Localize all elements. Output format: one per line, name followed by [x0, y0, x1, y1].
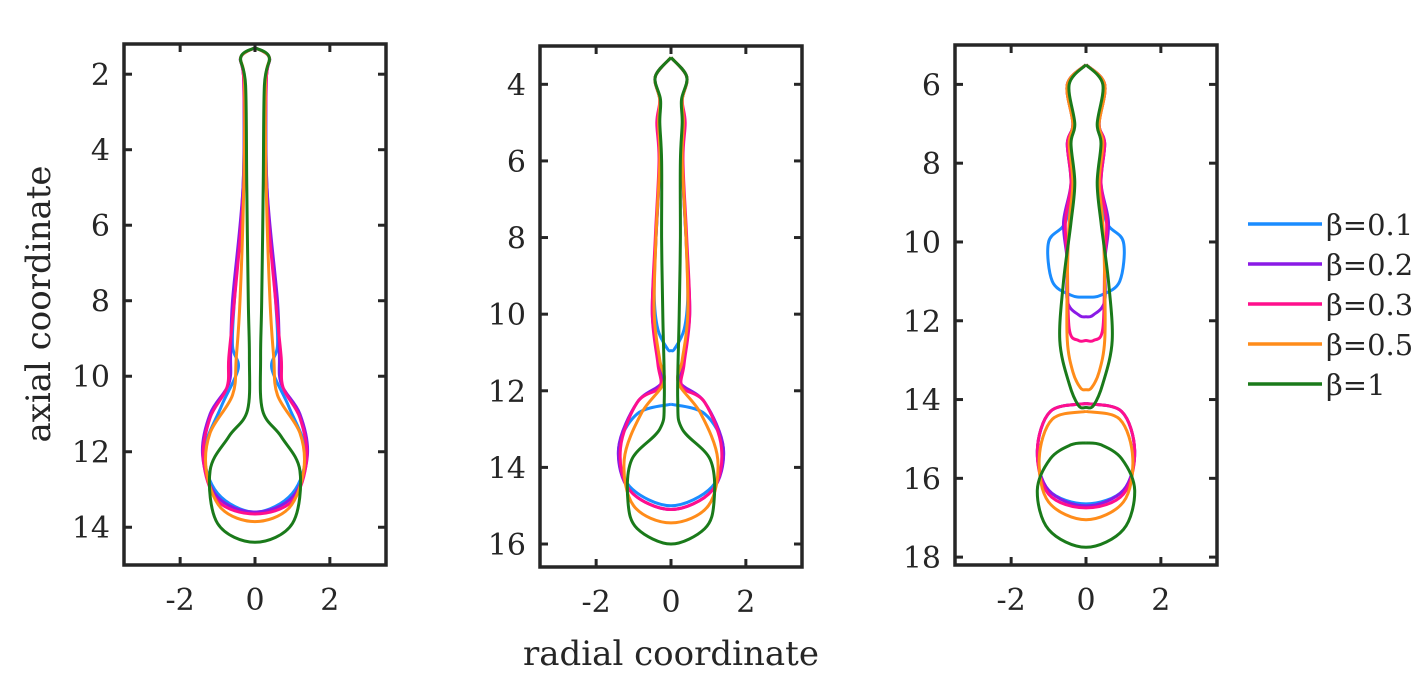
legend-entry: β=0.2: [1248, 248, 1413, 282]
axes-frame: [953, 43, 1219, 567]
legend: β=0.1 β=0.2 β=0.3 β=0.5 β=1: [1248, 208, 1413, 402]
x-tick-label: -2: [582, 585, 611, 620]
x-tick-label: 2: [1151, 583, 1170, 618]
x-tick-label: 0: [1076, 583, 1095, 618]
plot-area: [616, 56, 726, 546]
y-tick-label: 4: [507, 68, 526, 103]
legend-entry: β=0.1: [1248, 208, 1413, 242]
y-tick-label: 6: [507, 145, 526, 180]
y-axis-title: axial coordinate: [19, 165, 59, 442]
y-tick-label: 8: [922, 147, 941, 182]
legend-label: β=0.1: [1326, 208, 1413, 242]
y-tick-label: 14: [72, 511, 110, 546]
y-tick-label: 10: [903, 226, 941, 261]
y-tick-label: 16: [488, 528, 526, 563]
x-tick-label: 2: [736, 585, 755, 620]
y-tick-label: 2: [91, 58, 110, 93]
series-line-β=1: [207, 46, 303, 544]
y-tick-label: 4: [91, 134, 110, 169]
plot-area: [1035, 63, 1137, 549]
x-tick-label: 2: [320, 583, 339, 618]
plot-area: [200, 46, 310, 544]
series-drop-β=0.5: [1037, 409, 1135, 522]
y-tick-label: 8: [91, 285, 110, 320]
series-line-β=0.2: [200, 46, 310, 514]
x-axis-title: radial coordinate: [523, 634, 819, 674]
series-drop-β=0.3: [1035, 402, 1137, 510]
legend-entry: β=0.5: [1248, 328, 1413, 362]
y-tick-label: 14: [903, 384, 941, 419]
series-line-β=0.1: [202, 46, 308, 514]
x-tick-label: -2: [997, 583, 1026, 618]
y-tick-label: 8: [507, 222, 526, 257]
series-line-β=0.1: [1046, 63, 1126, 299]
series-line-β=1: [1058, 63, 1114, 410]
x-tick-label: 0: [661, 585, 680, 620]
series-line-β=0.5: [204, 46, 306, 524]
panel-3: -2 0 2 6 8 10 12 14 16 18: [903, 43, 1219, 618]
legend-label: β=1: [1326, 368, 1386, 402]
y-tick-label: 12: [488, 375, 526, 410]
series-line-β=0.2: [616, 56, 726, 511]
legend-entry: β=0.3: [1248, 288, 1413, 322]
y-tick-label: 10: [72, 360, 110, 395]
series-line-β=0.5: [1065, 63, 1107, 392]
series-drop-β=1: [1035, 441, 1137, 549]
legend-label: β=0.2: [1326, 248, 1413, 282]
axes-frame: [538, 44, 804, 569]
panel-2: -2 0 2 4 6 8 10 12 14 16: [488, 44, 804, 620]
y-tick-label: 18: [903, 541, 941, 576]
x-tick-label: -2: [166, 583, 195, 618]
x-tick-label: 0: [245, 583, 264, 618]
panel-1: -2 0 2 2 4 6 8 10 12 14: [72, 42, 388, 618]
legend-entry: β=1: [1248, 368, 1386, 402]
series-drop-β=0.1: [616, 402, 726, 508]
series-line-β=0.3: [1063, 63, 1109, 343]
series-line-β=1: [625, 56, 717, 546]
y-tick-label: 14: [488, 451, 526, 486]
axes-frame: [122, 42, 388, 567]
y-tick-label: 12: [72, 436, 110, 471]
series-line-β=0.3: [201, 46, 309, 516]
y-tick-label: 12: [903, 305, 941, 340]
y-tick-label: 6: [922, 68, 941, 103]
series-line-β=0.5: [622, 56, 720, 525]
panels: -2 0 2 2 4 6 8 10 12 14 -2 0 2 4 6 8 10 12 14 16 -2 0 2 6 8 10 12 1…: [72, 42, 1219, 620]
y-tick-label: 10: [488, 298, 526, 333]
legend-label: β=0.3: [1326, 288, 1413, 322]
legend-label: β=0.5: [1326, 328, 1413, 362]
series-line-β=0.3: [618, 56, 724, 511]
y-tick-label: 6: [91, 209, 110, 244]
y-tick-label: 16: [903, 462, 941, 497]
